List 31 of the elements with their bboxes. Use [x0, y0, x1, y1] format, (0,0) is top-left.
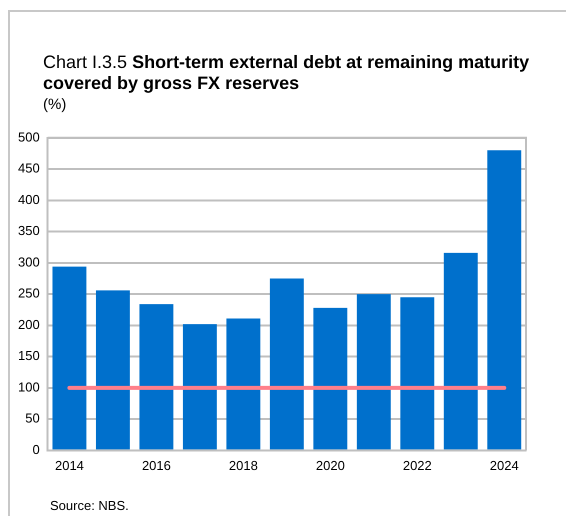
y-tick-label: 500: [18, 129, 40, 144]
bar: [96, 290, 130, 450]
bar: [356, 294, 391, 450]
x-tick-label: 2016: [142, 458, 171, 473]
x-tick-label: 2018: [228, 458, 258, 473]
bar: [313, 308, 348, 450]
bar: [270, 278, 304, 450]
x-tick-label: 2014: [54, 458, 84, 473]
bar: [139, 304, 174, 450]
source-note: Source: NBS.: [50, 498, 129, 513]
x-tick-label: 2024: [490, 458, 519, 473]
chart-title: Chart I.3.5 Short-term external debt at remaining maturity covered by gross FX reserves: [43, 52, 530, 93]
y-tick-label: 100: [18, 379, 40, 394]
y-tick-label: 0: [32, 442, 40, 457]
x-tick-label: 2020: [316, 458, 345, 473]
y-tick-label: 450: [18, 160, 40, 176]
y-tick-label: 50: [25, 410, 40, 426]
bar: [52, 266, 86, 450]
y-tick-label: 200: [18, 316, 40, 332]
bar: [182, 324, 217, 450]
y-tick-label: 250: [18, 286, 40, 301]
bar: [444, 252, 478, 450]
bar: [226, 318, 260, 450]
y-axis-title: (%): [43, 96, 66, 113]
y-tick-label: 400: [18, 192, 40, 207]
y-tick-label: 350: [18, 223, 40, 238]
y-tick-label: 150: [18, 348, 40, 364]
bar: [487, 150, 522, 450]
x-tick-label: 2022: [402, 458, 432, 473]
bar: [400, 297, 434, 450]
y-tick-label: 300: [18, 254, 40, 270]
